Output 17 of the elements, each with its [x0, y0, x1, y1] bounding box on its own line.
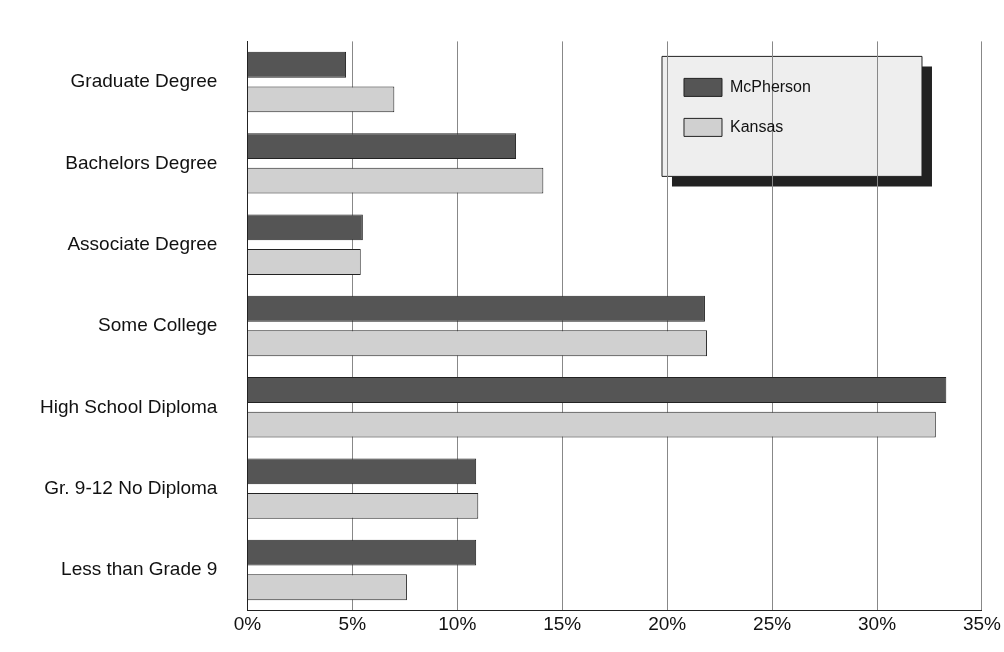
y-tick-label: Less than Grade 9: [61, 558, 218, 580]
legend-label: McPherson: [729, 77, 811, 95]
x-tick-label: 15%: [543, 613, 582, 635]
y-tick-label: Associate Degree: [67, 232, 218, 254]
x-tick-label: 20%: [648, 613, 687, 635]
x-tick-label: 5%: [338, 613, 367, 635]
x-tick-label: 0%: [233, 613, 262, 635]
y-tick-label: Graduate Degree: [70, 70, 218, 92]
x-tick-label: 10%: [438, 613, 477, 635]
x-tick-label: 35%: [962, 613, 1002, 635]
y-tick-label: Gr. 9-12 No Diploma: [44, 476, 218, 498]
y-tick-label: Some College: [98, 314, 218, 336]
x-tick-label: 25%: [753, 613, 792, 635]
x-tick-label: 30%: [858, 613, 897, 635]
y-tick-label: Bachelors Degree: [65, 151, 218, 173]
y-tick-label: High School Diploma: [40, 395, 218, 417]
legend-label: Kansas: [729, 117, 784, 135]
